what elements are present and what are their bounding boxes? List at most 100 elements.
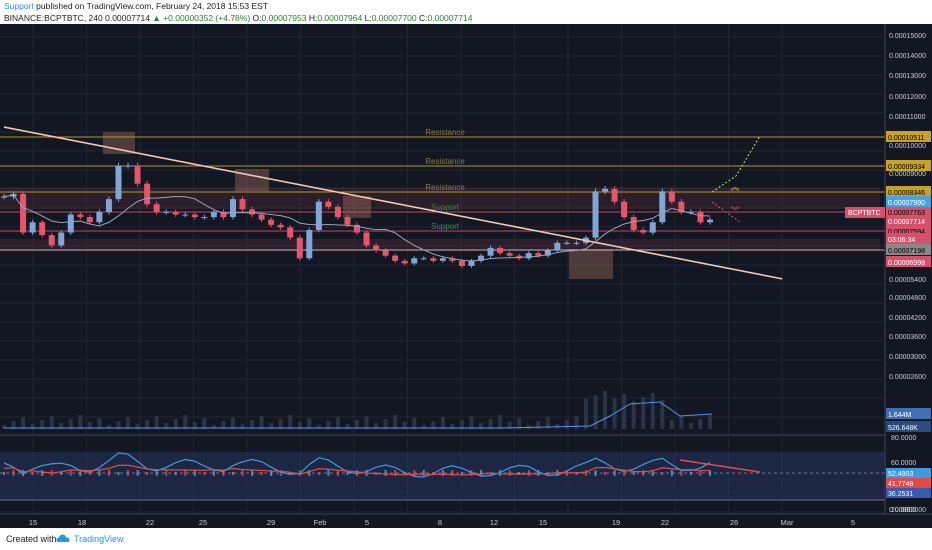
rsi-histogram-bar [270,470,273,476]
volume-bar [145,420,150,429]
rsi-histogram-bar [537,470,540,476]
rsi-tick-label: 80.0000 [891,435,916,442]
rsi-tag-label: 36.2531 [888,491,913,498]
candle-body [249,209,256,215]
volume-tag [886,408,931,419]
price-axis[interactable]: 0.00015000 0.00014000 0.00013000 0.00012000… [845,24,932,514]
x-tick-label: 26 [730,518,738,527]
volume-bar [240,424,245,429]
price-tag-label: 0.00007198 [888,248,925,255]
rsi-histogram-bar [451,470,454,476]
rsi-histogram-bar [394,470,397,476]
x-tick-label: 22 [661,518,669,527]
candle-body [554,242,561,251]
low-label: L: [364,13,372,23]
footer: Created with TradingView [0,528,932,550]
tradingview-link[interactable]: TradingView [74,534,124,544]
candle-body [478,255,485,261]
rsi-histogram-bar [231,472,234,475]
candle-body [602,188,609,192]
candle-body [20,193,27,233]
volume-bar [202,418,207,429]
candle-body [420,258,427,260]
volume-bar [479,423,484,429]
candle-body [67,214,74,233]
volume-bar [393,415,398,429]
rsi-histogram-bar [289,472,292,475]
rsi-histogram-bar [251,470,254,476]
x-tick-label: 5 [851,518,855,527]
open-value: 0.00007953 [261,13,307,23]
candle-body [277,224,284,228]
y-tick-label: 0.00003000 [889,354,926,361]
rsi-histogram-bar [699,470,702,476]
candle-body [77,214,84,218]
rsi-histogram-bar [184,470,187,476]
volume-bar [421,425,426,429]
candle-body [210,211,217,218]
volume-bar [106,425,111,429]
volume-bar [498,415,503,429]
rsi-histogram-bar [79,470,82,476]
price-level-label: Resistance [425,183,465,192]
candle-body [39,222,46,236]
price-tag [886,244,931,255]
price-tag [886,186,931,197]
candle-body [668,191,675,202]
downtrend-line[interactable] [3,126,783,280]
symbol-label: BINANCE:BCPTBTC, 240 [4,13,103,23]
projection-arrows: ︽︾ [711,135,761,223]
rsi-histogram-bar [604,472,607,475]
rsi-histogram-bar [222,470,225,476]
candle-body [1,196,7,198]
rsi-histogram-bar [623,470,626,476]
down-chevron-icon: ︾ [730,206,739,216]
volume-bar [2,425,6,429]
volume-ma-line [4,401,713,429]
rsi-histogram-bar [336,470,339,476]
x-tick-label: 22 [146,518,154,527]
candle-body [296,237,303,259]
candle-body [134,165,141,184]
candle-body [344,217,351,225]
volume-bar [11,421,16,429]
rsi-histogram-bar [594,470,597,476]
volume-bar [536,421,541,429]
volume-bar [21,417,26,429]
candle-body [678,201,685,212]
rsi-tag [886,488,931,498]
rsi-histogram-bar [508,470,511,476]
rsi-histogram-bar [203,472,206,475]
candle-body [163,211,170,213]
axis-tag [886,256,931,267]
axis-tag-label: 0.00007990 [888,200,925,207]
time-axis[interactable]: 15 18 22 25 29 Feb 5 8 12 15 19 22 26 Mar 5 [0,513,932,528]
price-tag [886,160,931,171]
close-label: C: [419,13,428,23]
rsi-histogram-bar [651,470,654,476]
publisher-link[interactable]: Support [4,1,34,11]
price-level-label: Resistance [425,157,465,166]
price-level-label: Resistance [425,128,465,137]
axis-tag [886,233,931,244]
rsi-histogram-bar [413,470,416,476]
rsi-histogram-bar [3,472,5,475]
volume-bar [622,394,627,429]
volume-bar [297,422,302,429]
rsi-histogram-bar [632,472,635,475]
x-tick-label: Mar [781,518,794,527]
price-chart[interactable]: Resistance Resistance Resistance Support Sup… [0,24,932,528]
volume-bar [345,424,350,429]
volume-bar [545,417,550,429]
time-axis-background [0,514,932,528]
y-tick-label: 0.00010000 [889,143,926,150]
x-tick-label: 8 [438,518,442,527]
volume-bar [68,419,73,429]
rsi-histogram-bar [136,470,139,476]
rsi-fast-line [3,452,711,478]
volume-bar [641,397,646,429]
volume-bar [126,417,131,429]
volume-bar [669,420,674,429]
rsi-histogram-bar [689,472,692,475]
candle-body [525,253,532,259]
